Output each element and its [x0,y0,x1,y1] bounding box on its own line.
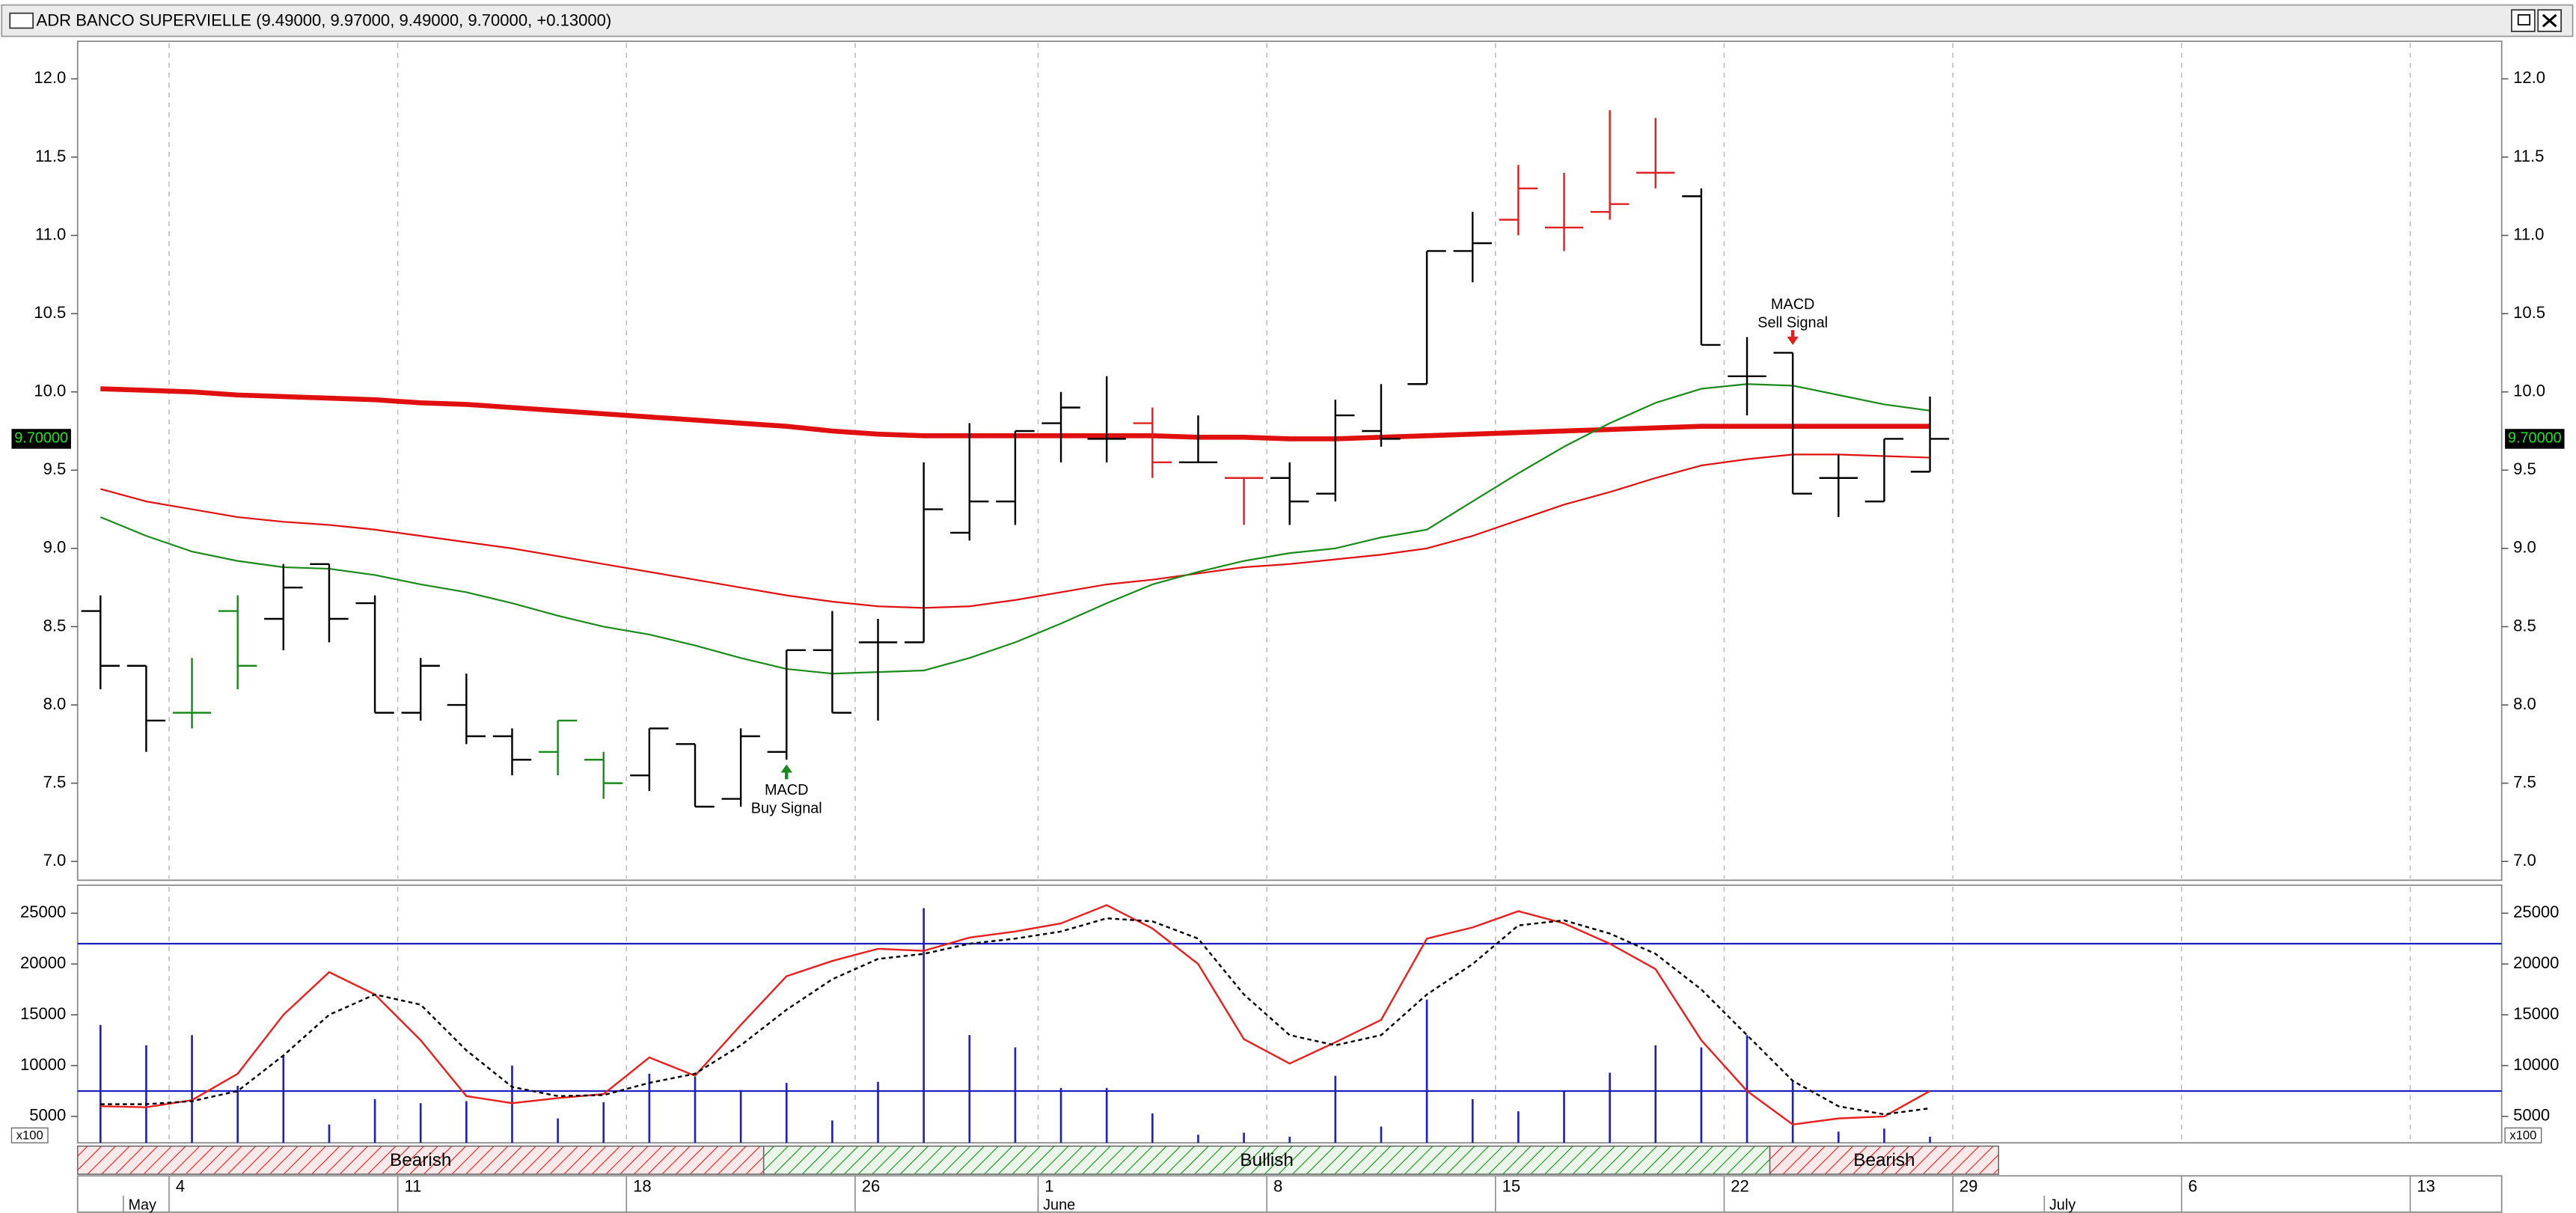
x-tick-label: 29 [1959,1177,1978,1196]
title-bar [1,4,2574,37]
y-tick-label: 10.0 [2513,382,2545,400]
indicator-line [100,917,1930,1116]
annotation-text: MACD [765,782,808,798]
y-tick-label: 5000 [29,1106,66,1125]
unit-box [10,1127,49,1143]
last-price-label: 9.70000 [14,430,68,447]
y-tick-label: 10.0 [34,382,66,400]
y-tick-label: 20000 [2513,953,2559,972]
y-tick-label: 8.5 [2513,616,2536,635]
x-tick-label: 13 [2417,1177,2435,1196]
y-tick-label: 9.0 [43,538,67,557]
y-tick-label: 10000 [20,1055,66,1074]
y-tick-label: 11.5 [35,147,66,165]
x-tick-label: 4 [176,1177,185,1196]
month-label: June [1043,1197,1075,1213]
date-axis [76,1175,2503,1213]
maximize-icon [2517,13,2531,25]
y-tick-label: 10.5 [34,303,66,322]
moving-average [100,383,1930,675]
y-tick-label: 12.0 [34,68,66,87]
grid-layer [123,43,2411,1212]
x-tick-label: 26 [862,1177,881,1196]
unit-label: x100 [16,1128,43,1143]
y-tick-label: 25000 [20,902,66,921]
y-tick-label: 7.5 [43,772,67,791]
y-tick-label: 7.0 [2513,851,2536,870]
signal-band [1769,1145,2000,1175]
x-tick-label: 1 [1044,1177,1053,1196]
annotation-text: Buy Signal [751,800,822,816]
band-label: Bullish [1240,1150,1293,1170]
window-icon [9,12,34,29]
y-tick-label: 8.0 [43,694,67,713]
signal-arrow [1787,330,1799,345]
indicator-panel [76,884,2503,1144]
unit-label: x100 [2509,1128,2536,1143]
annotation-text: MACD [1771,296,1814,313]
y-tick-label: 8.5 [43,616,67,635]
unit-box [2504,1127,2542,1143]
y-tick-label: 11.5 [2513,147,2544,165]
band-label: Bearish [1853,1150,1915,1170]
last-price-box [2505,429,2565,449]
moving-average [100,453,1930,609]
y-tick-label: 5000 [2513,1106,2550,1125]
last-price-box [11,429,71,449]
maximize-button[interactable] [2511,9,2536,32]
y-tick-label: 10000 [2513,1055,2559,1074]
signal-arrow [780,764,792,780]
y-tick-label: 9.5 [43,459,67,478]
x-tick-label: 22 [1731,1177,1749,1196]
x-tick-label: 11 [404,1177,421,1196]
y-tick-label: 9.5 [2513,459,2536,478]
annotation-text: Sell Signal [1757,315,1828,331]
y-tick-label: 11.0 [2513,224,2544,243]
close-icon [2542,13,2557,28]
indicator-line [100,904,1931,1126]
y-tick-label: 10.5 [2513,303,2545,322]
month-label: May [128,1197,156,1213]
signal-band [76,1145,765,1175]
last-price-label: 9.70000 [2508,430,2562,447]
month-label: July [2049,1197,2075,1213]
y-tick-label: 7.0 [43,851,67,870]
y-tick-label: 20000 [20,953,66,972]
x-tick-label: 6 [2188,1177,2197,1196]
price-panel [76,40,2503,882]
chart-title: ADR BANCO SUPERVIELLE (9.49000, 9.97000,… [37,11,612,30]
y-tick-label: 9.0 [2513,538,2536,557]
x-tick-label: 8 [1273,1177,1282,1196]
y-tick-label: 11.0 [35,224,66,243]
y-tick-label: 15000 [2513,1004,2559,1023]
y-tick-label: 12.0 [2513,68,2545,87]
x-tick-label: 15 [1502,1177,1521,1196]
x-tick-label: 18 [633,1177,652,1196]
y-tick-label: 7.5 [2513,772,2536,791]
y-tick-label: 8.0 [2513,694,2536,713]
y-tick-label: 25000 [2513,902,2559,921]
band-label: Bearish [390,1150,451,1170]
y-tick-label: 15000 [20,1004,66,1023]
